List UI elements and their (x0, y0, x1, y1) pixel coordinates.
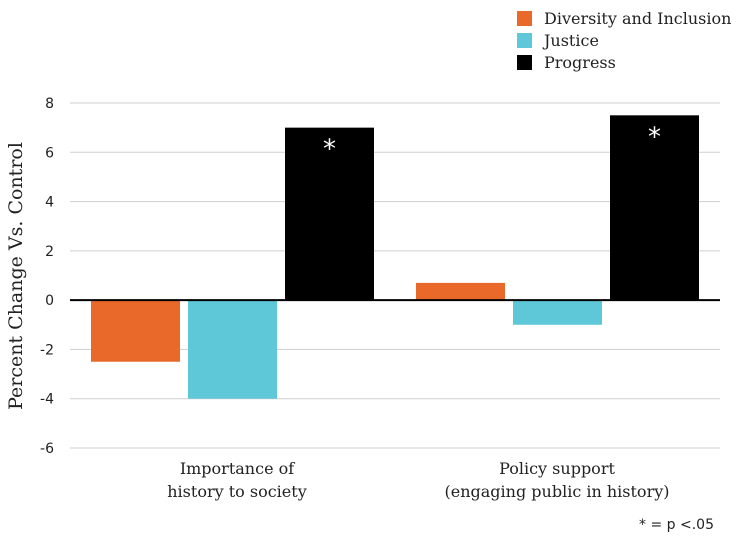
y-tick-label: -6 (40, 441, 54, 457)
legend-swatch (517, 11, 532, 26)
x-axis-labels: Importance of history to society Policy su… (167, 459, 669, 501)
legend-swatch (517, 33, 532, 48)
significance-asterisk: * (648, 122, 661, 152)
legend: Diversity and Inclusion Justice Progress (517, 9, 731, 72)
legend-label: Justice (542, 31, 599, 50)
y-tick-label: -4 (40, 392, 54, 408)
category-label-line1: Importance of (180, 459, 295, 478)
y-tick-label: 4 (45, 195, 54, 211)
y-tick-label: 2 (45, 244, 54, 260)
category-label-line2: (engaging public in history) (445, 482, 670, 501)
y-axis-ticks: -6 -4 -2 0 2 4 6 8 (40, 96, 54, 457)
bar-justice-1 (513, 300, 602, 325)
category-label-line1: Policy support (499, 459, 615, 478)
bar-diversity-and-inclusion-0 (91, 300, 180, 362)
y-axis-label: Percent Change Vs. Control (5, 142, 27, 410)
bar-justice-0 (188, 300, 277, 399)
legend-label: Diversity and Inclusion (544, 9, 731, 28)
bar-progress-0 (285, 127, 374, 301)
y-tick-label: 0 (45, 293, 54, 309)
bars (91, 115, 699, 399)
legend-label: Progress (544, 53, 616, 72)
legend-swatch (517, 55, 532, 70)
y-tick-label: 6 (45, 145, 54, 161)
bar-diversity-and-inclusion-1 (416, 282, 505, 301)
category-label-line2: history to society (167, 482, 306, 501)
significance-asterisk: * (323, 135, 336, 165)
y-tick-label: 8 (45, 96, 54, 112)
significance-markers: * * (323, 122, 661, 164)
footnote: * = p <.05 (639, 517, 714, 533)
bar-progress-1 (610, 115, 699, 301)
y-tick-label: -2 (40, 342, 54, 358)
